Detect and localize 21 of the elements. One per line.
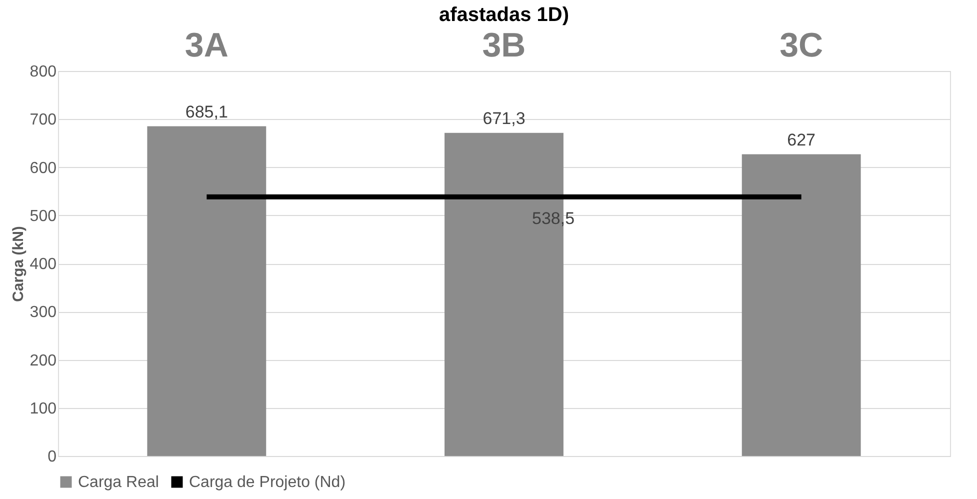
- y-tick-label: 700: [30, 112, 57, 129]
- y-tick-label: 100: [30, 400, 57, 418]
- legend-label: Carga de Projeto (Nd): [189, 474, 346, 491]
- y-tick-label: 500: [30, 208, 57, 225]
- x-tick-label: 3B: [482, 26, 526, 64]
- y-axis-title: Carga (kN): [10, 226, 27, 302]
- data-label: 627: [787, 130, 816, 150]
- bar: [742, 154, 861, 456]
- y-tick-label: 400: [30, 256, 57, 273]
- y-tick-label: 0: [48, 448, 57, 466]
- chart-title: afastadas 1D): [438, 4, 570, 26]
- x-tick-label: 3C: [780, 26, 824, 64]
- data-label: 685,1: [185, 102, 228, 122]
- y-tick-label: 600: [30, 160, 57, 177]
- y-tick-label: 800: [30, 64, 57, 80]
- y-tick-label: 300: [30, 304, 57, 322]
- data-label: 671,3: [482, 108, 526, 128]
- legend-label: Carga Real: [78, 474, 159, 491]
- bar: [147, 126, 266, 456]
- x-tick-label: 3A: [184, 26, 228, 64]
- y-tick-label: 200: [30, 352, 57, 370]
